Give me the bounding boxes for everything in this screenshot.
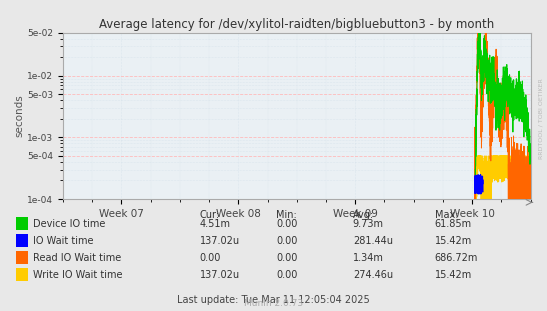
Text: 0.00: 0.00 bbox=[276, 270, 298, 280]
Text: 4.51m: 4.51m bbox=[200, 219, 231, 229]
Text: Munin 2.0.73: Munin 2.0.73 bbox=[244, 299, 303, 308]
Text: 15.42m: 15.42m bbox=[435, 270, 472, 280]
Text: Avg:: Avg: bbox=[353, 210, 374, 220]
Text: 61.85m: 61.85m bbox=[435, 219, 472, 229]
Text: Last update: Tue Mar 11 12:05:04 2025: Last update: Tue Mar 11 12:05:04 2025 bbox=[177, 295, 370, 305]
Text: 1.34m: 1.34m bbox=[353, 253, 383, 263]
Text: 9.73m: 9.73m bbox=[353, 219, 384, 229]
Text: Device IO time: Device IO time bbox=[33, 219, 105, 229]
Text: Min:: Min: bbox=[276, 210, 297, 220]
Text: 0.00: 0.00 bbox=[200, 253, 221, 263]
Text: 0.00: 0.00 bbox=[276, 253, 298, 263]
Title: Average latency for /dev/xylitol-raidten/bigbluebutton3 - by month: Average latency for /dev/xylitol-raidten… bbox=[99, 18, 494, 31]
Text: 137.02u: 137.02u bbox=[200, 236, 240, 246]
Text: IO Wait time: IO Wait time bbox=[33, 236, 94, 246]
Text: 15.42m: 15.42m bbox=[435, 236, 472, 246]
Text: Read IO Wait time: Read IO Wait time bbox=[33, 253, 121, 263]
Text: 0.00: 0.00 bbox=[276, 236, 298, 246]
Text: RRDTOOL / TOBI OETIKER: RRDTOOL / TOBI OETIKER bbox=[538, 78, 543, 159]
Y-axis label: seconds: seconds bbox=[14, 95, 24, 137]
Text: 0.00: 0.00 bbox=[276, 219, 298, 229]
Text: Write IO Wait time: Write IO Wait time bbox=[33, 270, 123, 280]
Text: 137.02u: 137.02u bbox=[200, 270, 240, 280]
Text: Cur:: Cur: bbox=[200, 210, 220, 220]
Text: 281.44u: 281.44u bbox=[353, 236, 393, 246]
Text: 274.46u: 274.46u bbox=[353, 270, 393, 280]
Text: 686.72m: 686.72m bbox=[435, 253, 478, 263]
Text: Max:: Max: bbox=[435, 210, 458, 220]
